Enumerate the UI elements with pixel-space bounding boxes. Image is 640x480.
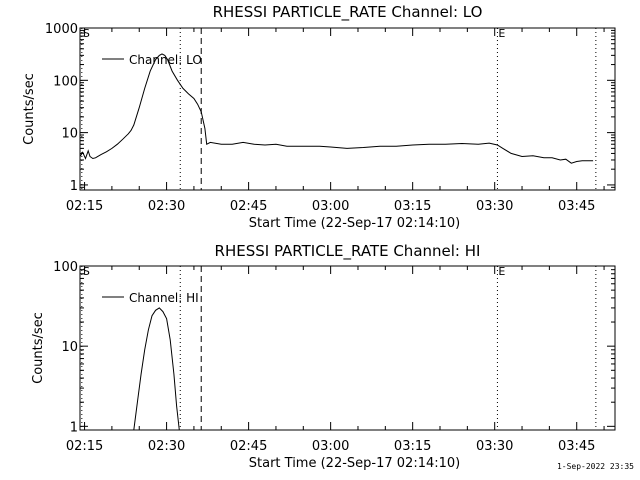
panel1-ytick-label: 1 <box>70 179 78 194</box>
panel2-xlabel: Start Time (22-Sep-17 02:14:10) <box>249 456 460 471</box>
panel2-ytick-label: 100 <box>53 260 78 275</box>
panel2-ytick-label: 1 <box>70 420 78 435</box>
panel1-marker-label-e: E <box>498 27 505 40</box>
panel1-xlabel: Start Time (22-Sep-17 02:14:10) <box>249 216 460 231</box>
panel2-xtick-label: 03:15 <box>394 439 431 454</box>
panel2-xtick-label: 03:30 <box>476 439 513 454</box>
panel2-marker-label-e: E <box>498 265 505 278</box>
panel1-series-line-1 <box>79 53 594 164</box>
panel2-xtick-label: 03:45 <box>558 439 595 454</box>
panel1-ylabel: Counts/sec <box>22 73 37 145</box>
panel1-xtick-label: 03:45 <box>558 199 595 214</box>
panel1-plot-frame <box>79 27 616 191</box>
panel2-title: RHESSI PARTICLE_RATE Channel: HI <box>215 242 481 261</box>
panel1-title: RHESSI PARTICLE_RATE Channel: LO <box>213 3 483 22</box>
panel1-xtick-label: 03:15 <box>394 199 431 214</box>
panel1-legend-label: Channel: LO <box>129 53 202 67</box>
footer-timestamp: 1-Sep-2022 23:35 <box>556 462 634 471</box>
panel1-ytick-label: 10 <box>61 127 78 142</box>
panel1-xtick-label: 02:45 <box>230 199 267 214</box>
panel2-marker-label-s: S <box>83 265 90 278</box>
panel1-marker-label-s: S <box>83 27 90 40</box>
panel2-ytick-label: 10 <box>61 340 78 355</box>
panel1-xtick-label: 03:00 <box>312 199 349 214</box>
panel2-legend-label: Channel: HI <box>129 291 199 305</box>
panel2-plot-frame <box>79 265 616 431</box>
panel1-ytick-label: 100 <box>53 74 78 89</box>
panel2-ylabel: Counts/sec <box>31 312 46 384</box>
panel2-xtick-label: 03:00 <box>312 439 349 454</box>
panel2-series-line-1 <box>133 307 180 431</box>
panel1-ytick-label: 1000 <box>45 22 78 37</box>
panel2-xtick-label: 02:30 <box>148 439 185 454</box>
panel2-xtick-label: 02:45 <box>230 439 267 454</box>
panel2-xtick-label: 02:15 <box>66 439 103 454</box>
panel1-xtick-label: 02:15 <box>66 199 103 214</box>
panel1-xtick-label: 03:30 <box>476 199 513 214</box>
panel1-xtick-label: 02:30 <box>148 199 185 214</box>
